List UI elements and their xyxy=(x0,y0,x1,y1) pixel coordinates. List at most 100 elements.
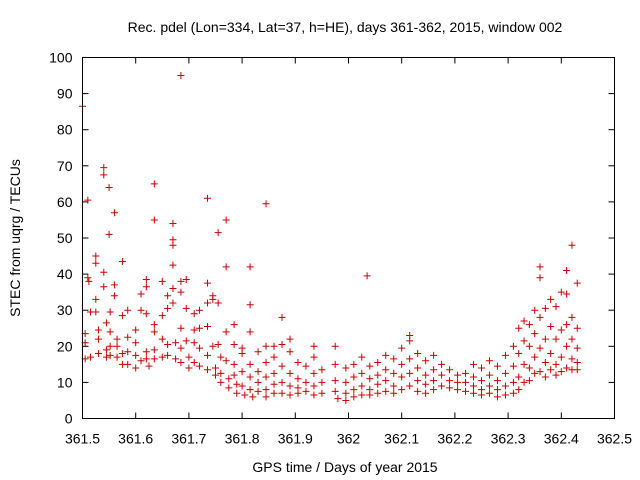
data-point xyxy=(110,281,118,289)
data-point xyxy=(214,340,222,348)
data-point xyxy=(438,360,446,368)
data-point xyxy=(238,368,246,376)
data-point xyxy=(113,335,121,343)
data-point xyxy=(478,377,485,385)
data-point xyxy=(520,337,528,345)
data-point xyxy=(358,353,366,361)
data-point xyxy=(536,313,544,321)
y-tick-label: 100 xyxy=(49,50,73,66)
data-point xyxy=(536,368,544,376)
data-point xyxy=(190,310,198,318)
data-point xyxy=(485,389,493,397)
data-point xyxy=(286,369,294,377)
data-point xyxy=(214,299,222,307)
data-point xyxy=(177,359,185,367)
data-point xyxy=(552,303,560,311)
data-point xyxy=(230,340,238,348)
data-point xyxy=(552,371,560,379)
data-point xyxy=(331,360,339,368)
data-point xyxy=(270,353,278,361)
data-point xyxy=(254,368,262,376)
data-point xyxy=(563,342,571,350)
data-point xyxy=(493,393,501,401)
data-point xyxy=(100,268,108,276)
data-point xyxy=(557,288,565,296)
data-point xyxy=(217,353,225,361)
data-point xyxy=(246,263,254,271)
data-point xyxy=(520,378,528,386)
data-point xyxy=(294,389,302,397)
data-point xyxy=(246,328,254,336)
data-point xyxy=(573,359,581,367)
data-point xyxy=(568,241,576,249)
data-point xyxy=(204,279,212,287)
data-point xyxy=(124,348,132,356)
data-point xyxy=(350,373,358,381)
data-point xyxy=(102,353,110,361)
data-point xyxy=(238,350,246,358)
data-point xyxy=(454,371,462,379)
data-point xyxy=(100,164,108,172)
data-point xyxy=(382,351,390,359)
data-point xyxy=(270,342,278,350)
data-point xyxy=(124,306,132,314)
data-point xyxy=(414,364,422,372)
data-point xyxy=(414,377,422,385)
data-point xyxy=(552,360,560,368)
data-markers xyxy=(79,72,581,404)
data-point xyxy=(302,362,310,370)
data-point xyxy=(278,362,286,370)
data-point xyxy=(342,364,350,372)
data-point xyxy=(142,348,150,356)
data-point xyxy=(217,369,225,377)
data-point xyxy=(358,391,366,399)
x-tick-label: 362.3 xyxy=(491,431,526,447)
data-point xyxy=(406,355,414,363)
data-point xyxy=(430,386,438,394)
data-point xyxy=(209,342,217,350)
data-point xyxy=(142,310,150,318)
data-point xyxy=(270,380,278,388)
data-point xyxy=(246,360,254,368)
data-point xyxy=(106,351,114,359)
data-point xyxy=(286,391,294,399)
data-point xyxy=(225,384,233,392)
y-tick-label: 70 xyxy=(57,158,73,174)
data-point xyxy=(390,369,398,377)
data-point xyxy=(478,391,485,399)
data-point xyxy=(536,274,544,282)
data-point xyxy=(310,342,318,350)
data-point xyxy=(310,382,318,390)
data-point xyxy=(164,351,172,359)
data-point xyxy=(222,357,230,365)
data-point xyxy=(573,279,581,287)
data-point xyxy=(501,391,509,399)
data-point xyxy=(430,366,438,374)
data-point xyxy=(485,357,493,365)
data-point xyxy=(238,382,246,390)
data-point xyxy=(374,371,382,379)
data-point xyxy=(92,252,100,260)
data-point xyxy=(158,312,166,320)
data-point xyxy=(454,378,462,386)
data-point xyxy=(169,299,177,307)
data-point xyxy=(501,382,509,390)
data-point xyxy=(414,350,422,358)
data-point xyxy=(294,375,302,383)
data-point xyxy=(509,378,517,386)
data-point xyxy=(286,382,294,390)
data-point xyxy=(531,306,539,314)
data-point xyxy=(350,360,358,368)
data-point xyxy=(531,330,539,338)
data-point xyxy=(233,389,241,397)
data-point xyxy=(398,386,406,394)
x-tick-label: 362 xyxy=(337,431,361,447)
data-point xyxy=(262,342,270,350)
data-point xyxy=(331,342,339,350)
data-point xyxy=(246,386,254,394)
data-point xyxy=(509,389,517,397)
data-point xyxy=(150,355,158,363)
data-point xyxy=(118,350,126,358)
data-point xyxy=(94,326,102,334)
data-point xyxy=(177,288,185,296)
